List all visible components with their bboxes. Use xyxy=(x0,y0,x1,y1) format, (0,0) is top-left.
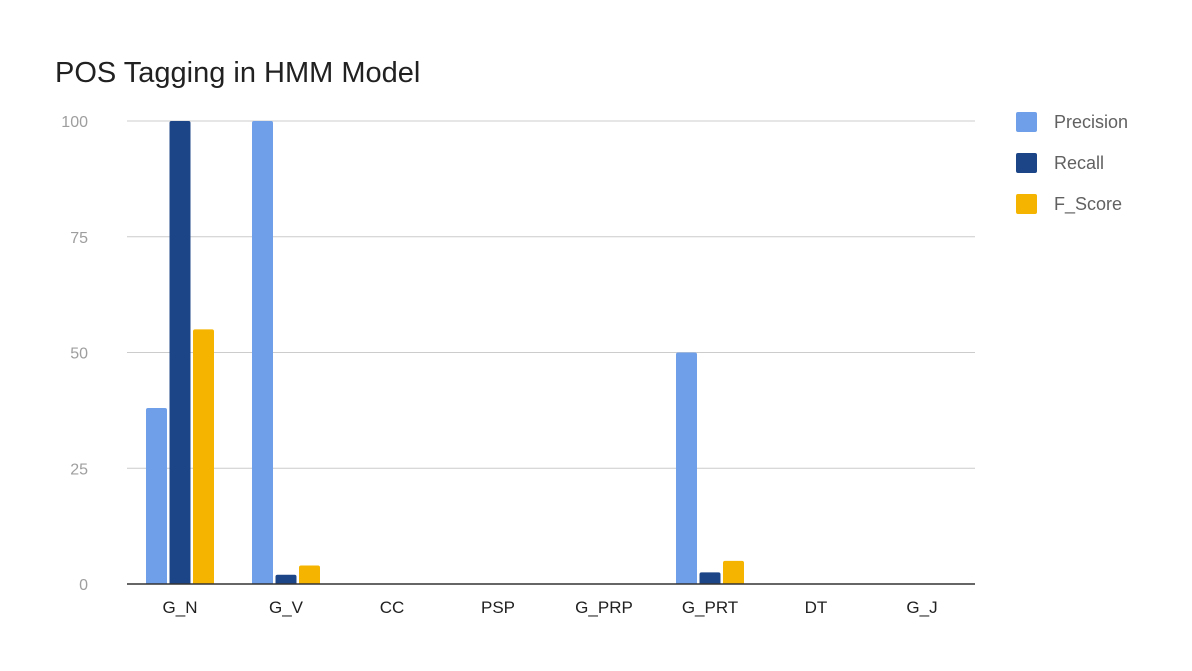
legend-label: Recall xyxy=(1054,153,1104,173)
y-axis-ticks: 0 25 50 75 100 xyxy=(61,114,88,594)
x-tick-label: CC xyxy=(380,598,405,617)
y-tick-label: 25 xyxy=(70,461,88,478)
legend-swatch xyxy=(1016,153,1037,173)
bar-precision-g-prt xyxy=(676,352,697,584)
bar-recall-g-v xyxy=(275,574,297,584)
bar-recall-g-n xyxy=(169,121,191,584)
y-tick-label: 0 xyxy=(79,577,88,594)
x-tick-label: G_V xyxy=(269,598,304,617)
legend-label: F_Score xyxy=(1054,194,1122,215)
legend-swatch xyxy=(1016,112,1037,132)
x-tick-label: G_J xyxy=(906,598,937,617)
x-tick-label: DT xyxy=(805,598,828,617)
legend-label: Precision xyxy=(1054,112,1128,132)
bar-f-score-g-v xyxy=(299,565,320,584)
x-tick-label: G_PRP xyxy=(575,598,633,617)
x-tick-label: G_N xyxy=(163,598,198,617)
bars xyxy=(146,121,744,584)
y-tick-label: 100 xyxy=(61,114,88,131)
chart-title: POS Tagging in HMM Model xyxy=(55,57,420,89)
y-tick-label: 75 xyxy=(70,230,88,247)
x-tick-label: PSP xyxy=(481,598,515,617)
bar-f-score-g-prt xyxy=(723,560,744,584)
bar-f-score-g-n xyxy=(193,329,214,584)
x-tick-label: G_PRT xyxy=(682,598,738,617)
bar-precision-g-v xyxy=(252,121,273,584)
x-axis-ticks: G_N G_V CC PSP G_PRP G_PRT DT G_J xyxy=(163,598,938,617)
legend: Precision Recall F_Score xyxy=(1016,112,1128,215)
bar-recall-g-prt xyxy=(699,572,721,584)
legend-swatch xyxy=(1016,194,1037,214)
y-tick-label: 50 xyxy=(70,346,88,363)
bar-precision-g-n xyxy=(146,408,167,584)
